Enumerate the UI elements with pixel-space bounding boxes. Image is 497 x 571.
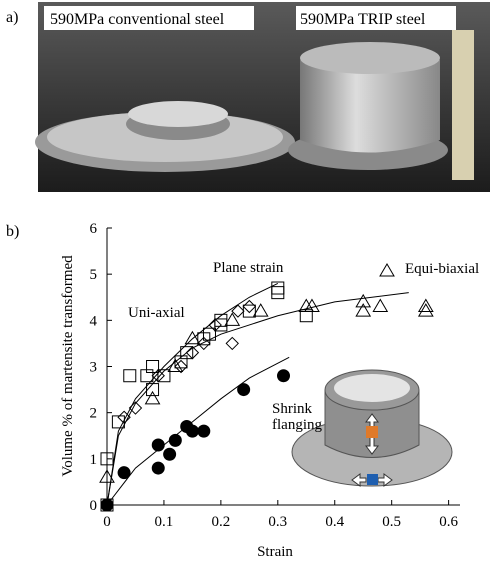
y-tick-label: 3 [90, 360, 98, 376]
series-annotation: Uni-axial [128, 305, 185, 321]
data-point [237, 383, 251, 397]
data-point [271, 281, 285, 295]
data-point [157, 369, 171, 383]
y-tick-label: 6 [90, 221, 98, 237]
data-point [123, 369, 137, 383]
data-point [184, 330, 201, 345]
series-name: Shrink flanging [272, 401, 322, 433]
data-point [224, 312, 241, 326]
data-point [128, 401, 143, 415]
fit-curve [106, 356, 290, 506]
data-point [117, 466, 131, 480]
series-name: Plane strain [213, 260, 284, 276]
data-point [208, 318, 222, 332]
series-annotation: Plane strain [213, 260, 284, 276]
y-tick-label: 4 [90, 313, 98, 329]
data-point [151, 369, 165, 383]
data-point [180, 346, 194, 360]
data-point [277, 369, 290, 383]
data-point [185, 424, 199, 438]
data-point [185, 345, 200, 360]
data-point [304, 298, 320, 312]
photo-label: 590MPa conventional steel [50, 11, 225, 28]
y-tick-label: 2 [90, 406, 98, 422]
data-point [372, 298, 389, 312]
data-point [168, 433, 182, 447]
y-tick-label: 5 [90, 267, 98, 283]
series-annotation: Shrink flanging [272, 401, 322, 433]
data-point [355, 303, 372, 317]
data-point [146, 360, 160, 373]
data-point [231, 304, 245, 318]
data-point [417, 303, 434, 317]
data-point [151, 438, 165, 452]
data-point [163, 447, 177, 461]
data-point [174, 359, 188, 374]
photo-label: 590MPa TRIP steel [300, 11, 426, 28]
x-axis-label: Strain [257, 544, 293, 560]
x-tick-label: 0.1 [155, 514, 174, 530]
photo [35, 2, 490, 192]
data-point [417, 298, 434, 312]
data-point [355, 293, 372, 308]
data-point [146, 383, 160, 397]
inset-drawing [291, 263, 453, 487]
data-point [100, 498, 114, 512]
data-point [111, 415, 125, 429]
data-point [252, 303, 269, 317]
x-tick-label: 0 [103, 514, 111, 530]
x-tick-label: 0.5 [382, 514, 401, 530]
data-point [144, 390, 161, 405]
data-point [242, 299, 257, 314]
data-point [99, 469, 115, 483]
x-tick-label: 0.6 [439, 514, 458, 530]
data-point [197, 424, 211, 438]
data-point [117, 410, 131, 424]
y-axis-label: Volume % of martensite transformed [60, 255, 76, 477]
panel-label: b) [6, 223, 19, 240]
data-point [197, 336, 211, 351]
panel-label: a) [6, 9, 18, 26]
y-tick-label: 0 [90, 498, 98, 514]
series-name: Uni-axial [128, 305, 185, 321]
data-point [151, 461, 165, 475]
series-annotation: Equi-biaxial [405, 261, 480, 277]
fit-curve [106, 282, 279, 506]
data-point [167, 358, 184, 372]
x-tick-label: 0.3 [268, 514, 287, 530]
y-tick-label: 1 [90, 452, 98, 468]
data-point [225, 336, 239, 351]
data-point [214, 313, 228, 327]
x-tick-label: 0.4 [325, 514, 344, 530]
data-point [202, 327, 216, 341]
series-name: Equi-biaxial [405, 261, 480, 277]
data-point [100, 452, 114, 466]
x-tick-label: 0.2 [211, 514, 230, 530]
